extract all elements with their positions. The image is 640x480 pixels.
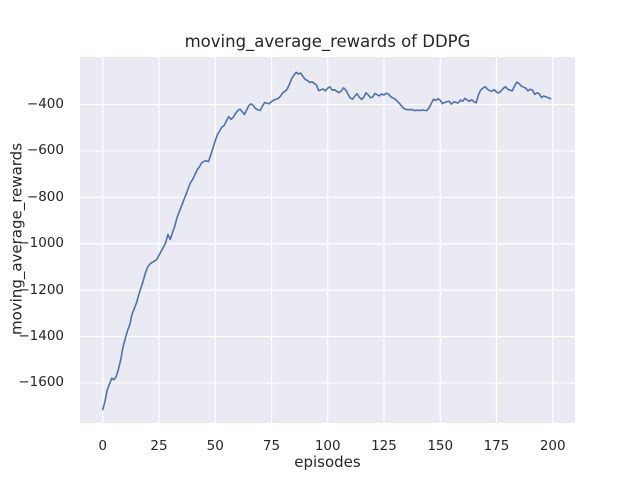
x-tick-label: 75 bbox=[262, 438, 281, 454]
chart-title: moving_average_rewards of DDPG bbox=[184, 32, 471, 51]
y-tick-label: −400 bbox=[26, 96, 64, 113]
line-chart-svg bbox=[80, 57, 575, 423]
y-tick-label: −1400 bbox=[18, 328, 64, 345]
y-tick-label: −1000 bbox=[18, 235, 64, 252]
data-line bbox=[101, 71, 552, 411]
y-tick-label: −600 bbox=[26, 142, 64, 159]
x-tick-label: 200 bbox=[539, 438, 566, 454]
x-tick-label: 100 bbox=[314, 438, 341, 454]
plot-area bbox=[80, 57, 575, 423]
x-tick-label: 0 bbox=[98, 438, 108, 454]
x-tick-label: 125 bbox=[371, 438, 397, 454]
y-tick-label: −1600 bbox=[18, 374, 64, 391]
x-tick-label: 50 bbox=[206, 438, 224, 454]
x-axis-label: episodes bbox=[294, 453, 361, 471]
x-tick-label: 25 bbox=[150, 438, 168, 454]
y-tick-label: −800 bbox=[26, 188, 64, 205]
x-tick-label: 175 bbox=[483, 438, 510, 454]
y-tick-label: −1200 bbox=[18, 281, 64, 298]
x-tick-label: 150 bbox=[427, 438, 454, 454]
